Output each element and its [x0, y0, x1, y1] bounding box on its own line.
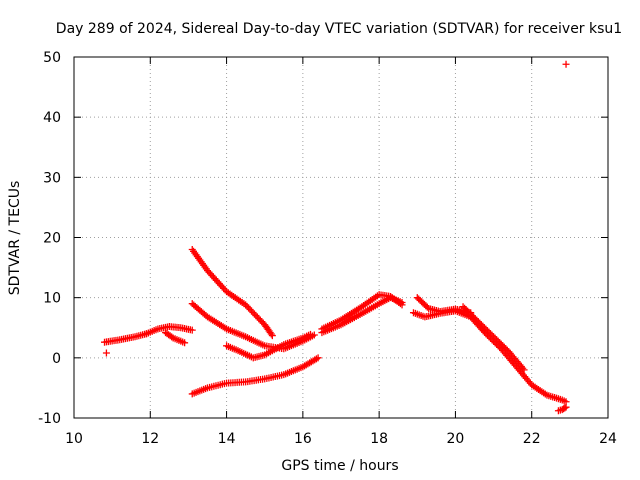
track-m-point [467, 310, 475, 318]
track-m-point [473, 316, 481, 324]
chart-title: Day 289 of 2024, Sidereal Day-to-day VTE… [56, 21, 622, 37]
track-m-point [479, 322, 487, 330]
y-tick-label: 30 [43, 170, 61, 186]
track-d-point [268, 332, 276, 340]
track-m-point [459, 303, 467, 311]
x-tick-label: 10 [65, 431, 83, 447]
track-i-point [398, 301, 406, 309]
outliers-point [102, 349, 110, 357]
track-i-point [396, 300, 404, 308]
track-m-point [496, 339, 504, 347]
track-m-point [493, 336, 501, 344]
x-axis-label: GPS time / hours [281, 458, 398, 474]
track-m-point [461, 304, 469, 312]
track-m-point [474, 318, 482, 326]
track-m-point [490, 333, 498, 341]
track-m-point [465, 309, 473, 317]
track-m-point [483, 327, 491, 335]
track-m-point [468, 312, 476, 320]
x-tick-label: 22 [523, 431, 541, 447]
y-axis-label: SDTVAR / TECUs [7, 181, 23, 296]
grid [74, 57, 608, 418]
x-tick-label: 20 [447, 431, 465, 447]
track-m-point [494, 337, 502, 345]
track-m-point [477, 321, 485, 329]
track-m-point [485, 328, 493, 336]
x-tick-label: 18 [370, 431, 388, 447]
track-m-point [520, 366, 528, 374]
track-m-point [488, 331, 496, 339]
axis-ticks: 10 12 14 16 18 20 22 24 -10 0 10 20 30 40 50 [38, 50, 617, 447]
y-tick-label: 50 [43, 50, 61, 66]
track-m-point [482, 325, 490, 333]
plot-frame [73, 56, 609, 419]
track-m-point [519, 364, 527, 372]
track-m-point [476, 319, 484, 327]
track-b-point [188, 326, 196, 334]
x-tick-label: 14 [218, 431, 236, 447]
y-tick-label: -10 [38, 411, 61, 427]
outliers-point [562, 60, 570, 68]
track-m-point [500, 343, 508, 351]
track-m-point [464, 307, 472, 315]
track-m-point [499, 342, 507, 350]
track-m-point [462, 306, 470, 314]
track-m-point [502, 345, 510, 353]
track-m-point [491, 334, 499, 342]
track-c-point [181, 339, 189, 347]
x-tick-label: 12 [141, 431, 159, 447]
y-tick-label: 0 [52, 351, 61, 367]
data-points [101, 60, 570, 415]
y-tick-label: 40 [43, 110, 61, 126]
track-m-point [470, 313, 478, 321]
y-tick-label: 10 [43, 291, 61, 307]
track-m-point [471, 315, 479, 323]
y-tick-label: 20 [43, 231, 61, 247]
track-m-point [497, 340, 505, 348]
track-n-point [562, 403, 570, 411]
x-tick-label: 24 [599, 431, 617, 447]
track-g-point [314, 354, 322, 362]
track-m-point [480, 324, 488, 332]
x-tick-label: 16 [294, 431, 312, 447]
track-m-point [487, 330, 495, 338]
track-f-point [306, 330, 314, 338]
track-d-point [267, 330, 275, 338]
track-n-point [561, 404, 569, 412]
